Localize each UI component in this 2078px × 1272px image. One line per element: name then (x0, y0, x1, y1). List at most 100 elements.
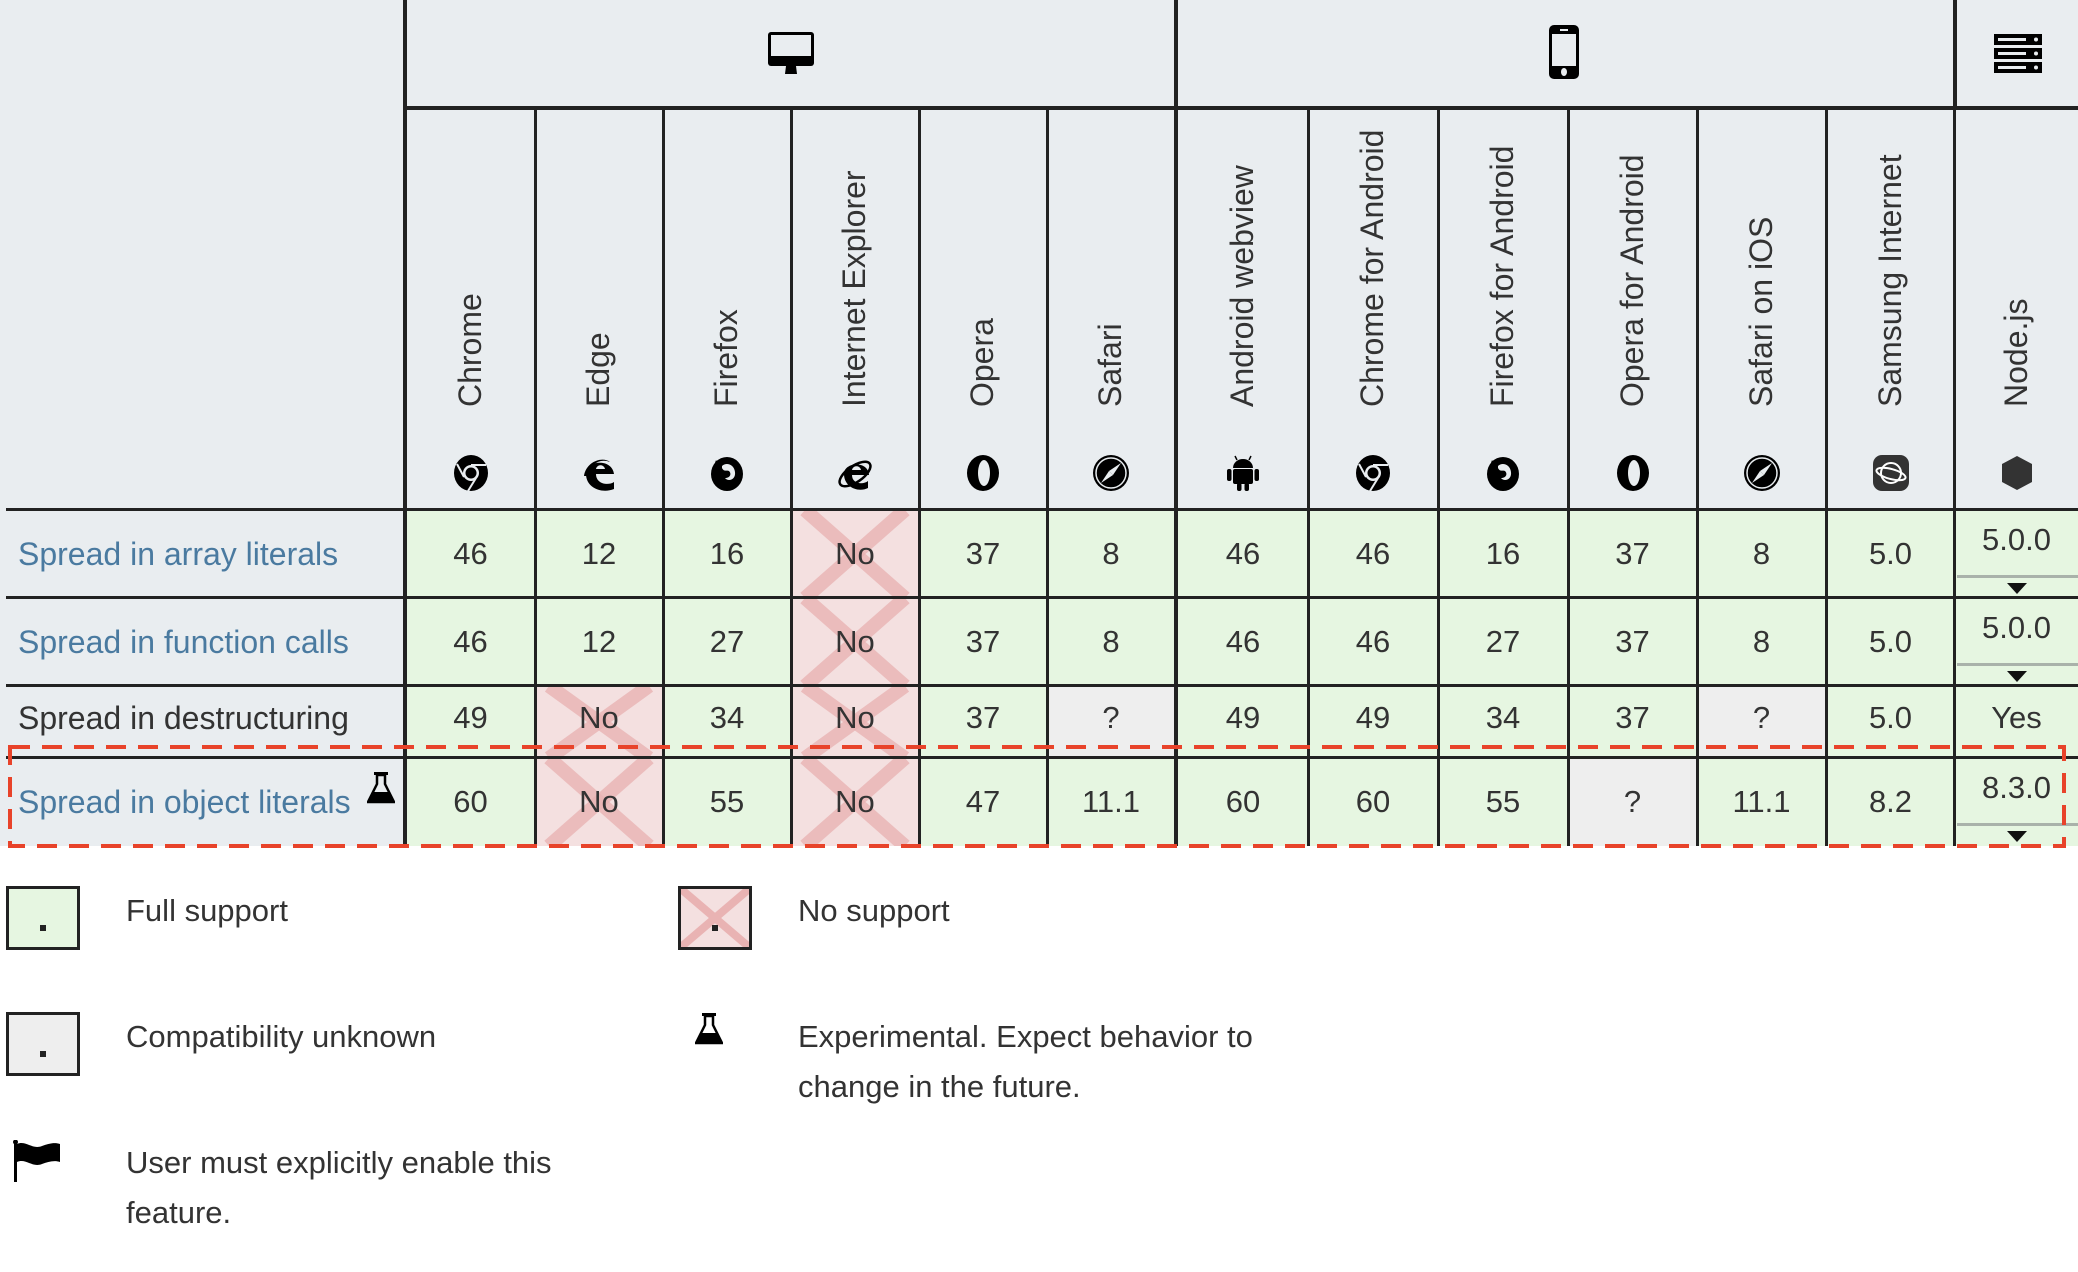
support-cell: 46 (1178, 510, 1308, 598)
support-cell: 46 (1308, 598, 1438, 686)
legend-full-support-swatch (6, 886, 80, 950)
version-value: 60 (453, 784, 488, 819)
feature-link[interactable]: Spread in array literals (0, 510, 403, 598)
samsung-internet-icon (1872, 454, 1910, 492)
browser-header-chrome: Chrome (406, 110, 535, 510)
grid-line (403, 0, 407, 846)
grid-line (1953, 0, 1957, 108)
feature-label: Spread in object literals (18, 783, 351, 820)
browser-name: Samsung Internet (1871, 154, 1908, 407)
browser-header-internet-explorer: Internet Explorer (791, 110, 919, 510)
version-value: 27 (1485, 624, 1521, 659)
version-value: 8 (1752, 536, 1771, 571)
version-value: 5.0.0 (1982, 610, 2051, 645)
grid-line (6, 596, 2078, 599)
version-value: 16 (1485, 536, 1521, 571)
support-cell: 55 (663, 758, 791, 846)
browser-name: Safari (1092, 323, 1128, 407)
version-value: 46 (453, 624, 488, 659)
chrome-icon (452, 454, 490, 492)
support-cell: 5.0 (1826, 598, 1955, 686)
browser-name: Chrome (451, 293, 488, 407)
browser-name: Safari on iOS (1742, 216, 1779, 407)
support-cell[interactable]: 5.0.0 (1955, 510, 2078, 598)
browser-name: Node.js (1997, 298, 2034, 408)
legend-flag-line2: feature. (126, 1195, 232, 1230)
support-cell: 46 (406, 510, 535, 598)
feature-link[interactable]: Spread in function calls (0, 598, 403, 686)
support-cell: No (535, 758, 663, 846)
version-value: 37 (965, 536, 1001, 571)
expand-arrow-icon[interactable] (2006, 583, 2027, 594)
support-cell: 37 (1568, 598, 1697, 686)
version-value: 46 (453, 536, 488, 571)
legend-full-support-label: Full support (126, 893, 288, 928)
browser-header-edge: Edge (535, 110, 663, 510)
browser-header-firefox: Firefox (663, 110, 791, 510)
browser-name: Android webview (1224, 165, 1260, 407)
legend-flag-line1: User must explicitly enable this (126, 1145, 552, 1180)
grid-line (662, 108, 665, 846)
support-cell: 8 (1697, 510, 1826, 598)
version-value: ? (1102, 700, 1120, 735)
version-value: 60 (1355, 784, 1391, 819)
support-cell: 37 (919, 598, 1047, 686)
version-value: 8 (1752, 624, 1771, 659)
feature-link[interactable]: Spread in object literals (0, 758, 403, 846)
support-cell[interactable]: 8.3.0 (1955, 758, 2078, 846)
version-value: 8.2 (1868, 784, 1913, 819)
expand-arrow-icon[interactable] (2006, 831, 2027, 842)
version-value: ? (1752, 700, 1771, 735)
legend-experimental-label: Experimental. Expect behavior to change … (798, 1012, 1253, 1112)
version-value: 46 (1355, 536, 1391, 571)
support-cell: 27 (663, 598, 791, 686)
support-cell: 47 (919, 758, 1047, 846)
version-value: ? (1623, 784, 1642, 819)
legend-no-support-swatch (678, 886, 752, 950)
version-value: 37 (1615, 700, 1650, 735)
version-value: No (579, 700, 619, 735)
version-value: 5.0 (1868, 536, 1913, 571)
version-value: 46 (1225, 624, 1261, 659)
browser-header-firefox-for-android: Firefox for Android (1438, 110, 1568, 510)
support-cell: 8 (1047, 510, 1175, 598)
support-cell: 60 (1308, 758, 1438, 846)
version-value: 8 (1102, 624, 1120, 659)
grid-line (1046, 108, 1049, 846)
experimental-icon (693, 1013, 725, 1045)
browser-header-chrome-for-android: Chrome for Android (1308, 110, 1438, 510)
version-value: No (835, 624, 875, 659)
grid-line (534, 108, 537, 846)
support-cell: 16 (663, 510, 791, 598)
version-value: 34 (1485, 700, 1521, 735)
browser-name: Chrome for Android (1354, 129, 1390, 407)
version-value: 5.0 (1868, 700, 1913, 735)
firefox-icon (708, 454, 746, 492)
experimental-icon (365, 772, 396, 812)
version-value: 37 (1615, 536, 1650, 571)
version-value: 37 (1615, 624, 1650, 659)
expand-divider (1957, 823, 2078, 826)
grid-line (1567, 108, 1570, 846)
support-cell: 12 (535, 598, 663, 686)
support-cell: 49 (406, 686, 535, 758)
grid-line (1307, 108, 1310, 846)
version-value: 8 (1102, 536, 1120, 571)
support-cell: 12 (535, 510, 663, 598)
version-value: No (835, 784, 875, 819)
ie-icon (836, 454, 874, 492)
version-value: 5.0 (1868, 624, 1913, 659)
support-cell[interactable]: 5.0.0 (1955, 598, 2078, 686)
mobile-icon (1548, 24, 1580, 80)
expand-arrow-icon[interactable] (2006, 671, 2027, 682)
support-cell: 37 (919, 510, 1047, 598)
version-value: 49 (1355, 700, 1391, 735)
grid-line (6, 684, 2078, 687)
version-value: 37 (965, 624, 1001, 659)
version-value: 12 (581, 536, 617, 571)
browser-name: Internet Explorer (836, 170, 872, 407)
support-cell: 27 (1438, 598, 1568, 686)
version-value: 55 (709, 784, 745, 819)
browser-header-samsung-internet: Samsung Internet (1826, 110, 1955, 510)
opera-icon (964, 454, 1002, 492)
